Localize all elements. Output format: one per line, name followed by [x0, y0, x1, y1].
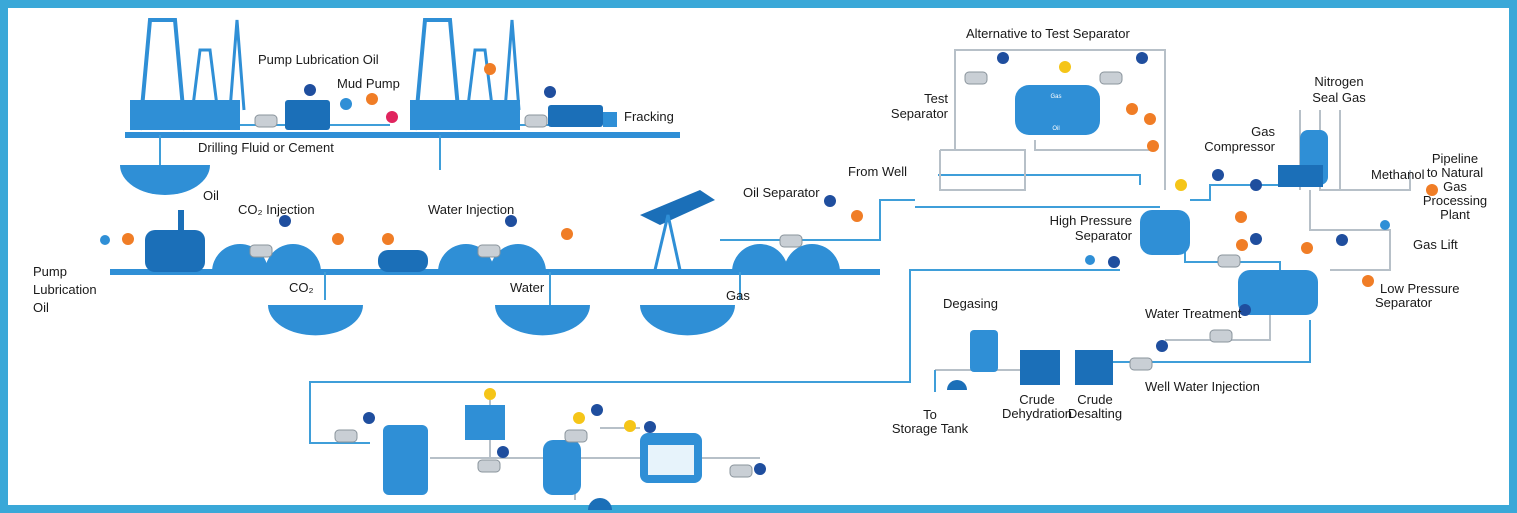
label: Test — [924, 91, 948, 106]
label: Fracking — [624, 109, 674, 124]
label: Gas — [1443, 179, 1467, 194]
label: Water Injection — [428, 202, 514, 217]
label: Desalting — [1068, 406, 1122, 421]
label: Oil Separator — [743, 185, 820, 200]
label: Separator — [1075, 228, 1133, 243]
label: Separator — [1375, 295, 1433, 310]
label: Water — [510, 280, 545, 295]
label: Nitrogen — [1314, 74, 1363, 89]
label: Alternative to Test Separator — [966, 26, 1130, 41]
label: Mud Pump — [337, 76, 400, 91]
label: Drilling Fluid or Cement — [198, 140, 334, 155]
label: Well Water Injection — [1145, 379, 1260, 394]
label: Pump Lubrication Oil — [258, 52, 379, 67]
label: Separator — [891, 106, 949, 121]
label: Degasing — [943, 296, 998, 311]
label: To — [923, 407, 937, 422]
label: Oil — [203, 188, 219, 203]
label: High Pressure — [1050, 213, 1132, 228]
label: Processing — [1423, 193, 1487, 208]
label: Lubrication — [33, 282, 97, 297]
label: Plant — [1440, 207, 1470, 222]
label: Gas Lift — [1413, 237, 1458, 252]
tank-label: Gas — [1050, 94, 1061, 100]
label: Storage Tank — [892, 421, 969, 436]
label: Pipeline — [1432, 151, 1478, 166]
diagram: Gas Oil Pump Lubrication Oil Mud Pump Dr… — [0, 0, 1517, 513]
label: CO₂ Injection — [238, 202, 315, 217]
label: Gas — [726, 288, 750, 303]
label: Crude — [1077, 392, 1112, 407]
label: CO₂ — [289, 280, 314, 295]
label: Pump — [33, 264, 67, 279]
label: Seal Gas — [1312, 90, 1366, 105]
label: Crude — [1019, 392, 1054, 407]
label: Gas — [1251, 124, 1275, 139]
label: Compressor — [1204, 139, 1275, 154]
label: Methanol — [1371, 167, 1425, 182]
tank-label: Oil — [1052, 126, 1059, 132]
label: From Well — [848, 164, 907, 179]
label: Oil — [33, 300, 49, 315]
label: Dehydration — [1002, 406, 1072, 421]
label: Low Pressure — [1380, 281, 1459, 296]
label: to Natural — [1427, 165, 1483, 180]
label: Water Treatment — [1145, 306, 1242, 321]
